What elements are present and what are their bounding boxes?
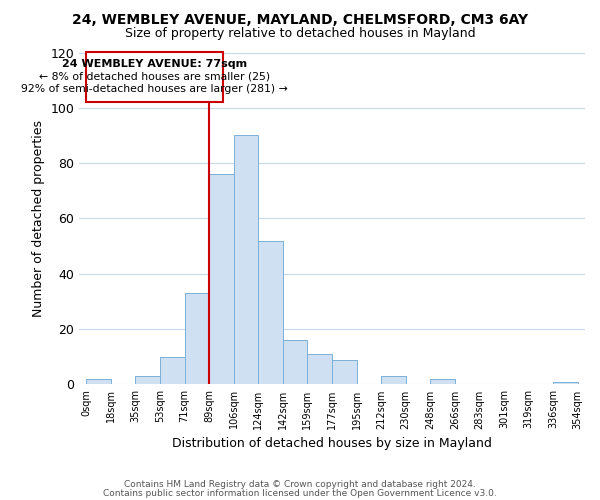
Text: Size of property relative to detached houses in Mayland: Size of property relative to detached ho… [125,28,475,40]
Bar [160,357,185,384]
Bar [209,174,234,384]
Bar [381,376,406,384]
Text: Contains HM Land Registry data © Crown copyright and database right 2024.: Contains HM Land Registry data © Crown c… [124,480,476,489]
Text: Contains public sector information licensed under the Open Government Licence v3: Contains public sector information licen… [103,488,497,498]
Bar [430,379,455,384]
Bar [307,354,332,384]
Y-axis label: Number of detached properties: Number of detached properties [32,120,44,317]
Bar [86,379,111,384]
Bar [86,52,223,102]
Text: 24 WEMBLEY AVENUE: 77sqm: 24 WEMBLEY AVENUE: 77sqm [62,60,247,70]
Text: 92% of semi-detached houses are larger (281) →: 92% of semi-detached houses are larger (… [21,84,288,94]
Bar [234,136,258,384]
X-axis label: Distribution of detached houses by size in Mayland: Distribution of detached houses by size … [172,437,492,450]
Bar [258,240,283,384]
Bar [283,340,307,384]
Bar [136,376,160,384]
Text: ← 8% of detached houses are smaller (25): ← 8% of detached houses are smaller (25) [39,72,270,82]
Bar [332,360,356,384]
Bar [553,382,578,384]
Text: 24, WEMBLEY AVENUE, MAYLAND, CHELMSFORD, CM3 6AY: 24, WEMBLEY AVENUE, MAYLAND, CHELMSFORD,… [72,12,528,26]
Bar [185,293,209,384]
